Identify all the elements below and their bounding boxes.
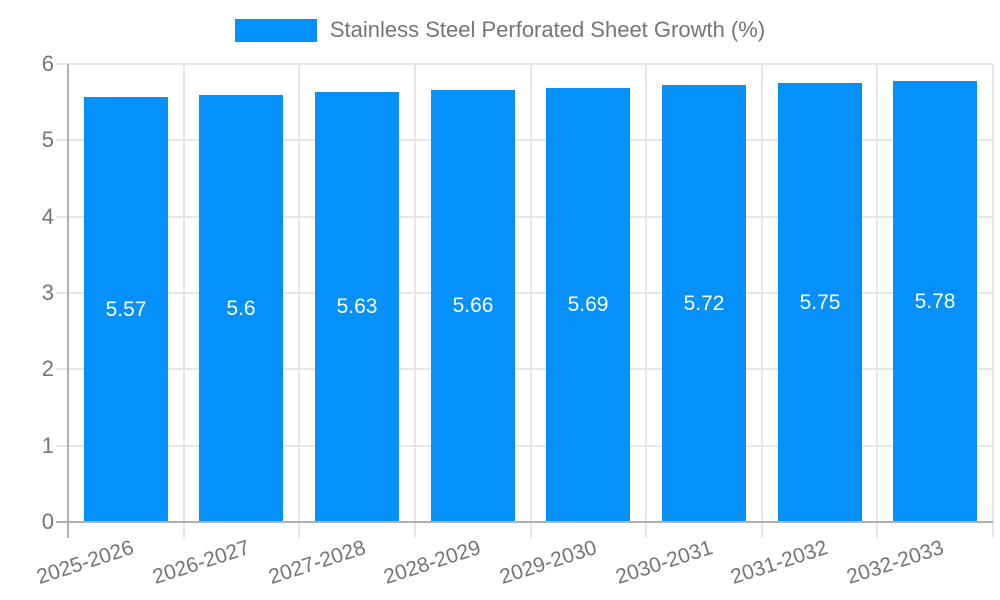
y-tick-label: 1	[41, 432, 54, 458]
gridline-vertical	[645, 64, 648, 538]
bar[interactable]: 5.63	[315, 92, 399, 522]
x-tick-label: 2030-2031	[612, 536, 716, 589]
y-tick-label: 5	[41, 127, 54, 153]
y-tick-label: 3	[41, 280, 54, 305]
gridline-horizontal	[56, 368, 993, 371]
legend[interactable]: Stainless Steel Perforated Sheet Growth …	[0, 13, 1000, 47]
gridline-horizontal	[56, 444, 993, 447]
gridline-vertical	[876, 64, 879, 538]
gridline-horizontal	[56, 292, 993, 294]
bar[interactable]: 5.75	[778, 83, 862, 522]
x-tick-label: 2029-2030	[496, 536, 600, 589]
bar-value-label: 5.57	[105, 297, 147, 321]
bar-value-label: 5.66	[452, 294, 494, 317]
gridline-vertical	[298, 64, 301, 538]
legend-label: Stainless Steel Perforated Sheet Growth …	[329, 17, 766, 42]
bar-value-label: 5.69	[567, 293, 609, 316]
x-tick-label: 2032-2033	[843, 536, 947, 589]
bar-value-label: 5.63	[336, 295, 378, 318]
bar-value-label: 5.6	[226, 296, 256, 320]
bar[interactable]: 5.57	[84, 97, 168, 522]
bar[interactable]: 5.6	[199, 95, 283, 522]
y-tick-label: 2	[41, 356, 54, 382]
legend-swatch-icon	[234, 18, 317, 42]
bar[interactable]: 5.66	[431, 90, 515, 522]
gridline-vertical	[529, 64, 532, 538]
bar-value-label: 5.75	[799, 290, 841, 314]
x-tick-label: 2028-2029	[381, 536, 484, 589]
x-tick-label: 2025-2026	[34, 536, 137, 589]
y-tick-label: 4	[41, 203, 54, 229]
bar[interactable]: 5.72	[662, 85, 746, 522]
gridline-vertical	[182, 64, 185, 538]
y-tick-label: 6	[41, 51, 54, 76]
gridline-horizontal	[56, 63, 993, 65]
bar-value-label: 5.72	[683, 291, 725, 315]
gridline-horizontal	[56, 139, 993, 142]
x-axis-line	[56, 521, 993, 523]
gridline-vertical	[992, 64, 994, 538]
x-tick-label: 2026-2027	[149, 536, 253, 589]
bar-value-label: 5.78	[914, 289, 956, 313]
gridline-horizontal	[56, 215, 993, 218]
y-axis-line	[67, 64, 69, 538]
bar[interactable]: 5.78	[893, 81, 977, 522]
gridline-vertical	[760, 64, 763, 538]
y-tick-label: 0	[41, 509, 54, 534]
gridline-vertical	[413, 64, 416, 538]
bar[interactable]: 5.69	[546, 88, 630, 522]
x-tick-label: 2027-2028	[265, 536, 369, 589]
x-tick-label: 2031-2032	[728, 536, 831, 589]
